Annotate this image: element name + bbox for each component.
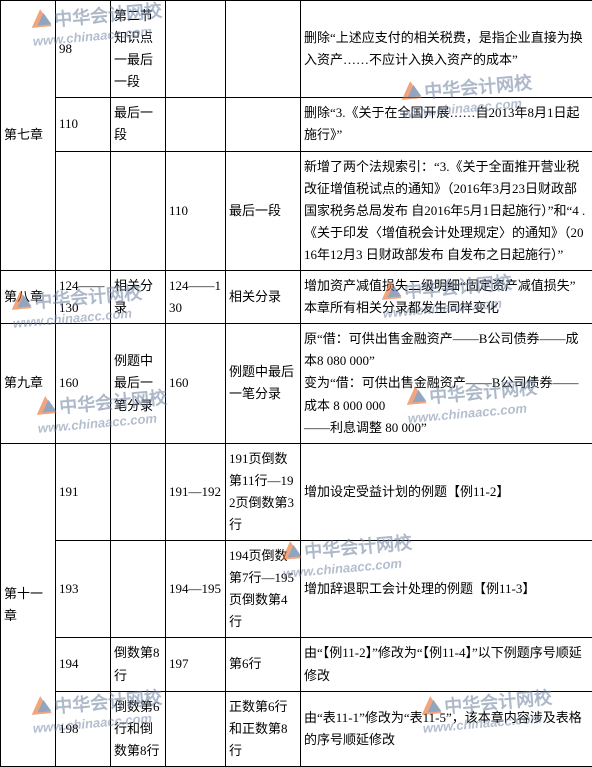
table-cell: 110	[166, 151, 226, 270]
content-table: 第七章98第二节知识点一最后一段 删除“上述应支付的相关税费，是指企业直接为换入资…	[0, 0, 592, 767]
table-cell: 增加资产减值损失二级明细“固定资产减值损失”本章所有相关分录都发生同样变化	[301, 271, 592, 324]
table-cell: 191页倒数第11行—192页倒数第3行	[226, 443, 301, 540]
table-row: 198倒数第6行和倒数第8行 正数第6行和正数第8行由“表11-1”修改为“表11…	[1, 691, 592, 766]
table-cell	[56, 151, 111, 270]
table-row: 第九章160例题中最后一笔分录160例题中最后一笔分录原“借：可供出售金融资产—…	[1, 324, 592, 443]
table-cell	[166, 1, 226, 98]
table-cell: 第八章	[1, 271, 56, 324]
table-cell: 191—192	[166, 443, 226, 540]
table-cell: 由“【例11-2】”修改为“【例11-4】”以下例题序号顺延修改	[301, 638, 592, 691]
table-cell: 第二节知识点一最后一段	[111, 1, 166, 98]
table-row: 194倒数第8行197第6行由“【例11-2】”修改为“【例11-4】”以下例题…	[1, 638, 592, 691]
table-cell	[166, 691, 226, 766]
table-row: 第八章124——130相关分录124——130相关分录增加资产减值损失二级明细“…	[1, 271, 592, 324]
table-row: 第十一章191191—192191页倒数第11行—192页倒数第3行增加设定受益…	[1, 443, 592, 540]
table-cell: 新增了两个法规索引：“3.《关于全面推开营业税改征增值税试点的通知》（2016年…	[301, 151, 592, 270]
table-cell: 160	[56, 324, 111, 443]
table-cell: 增加设定受益计划的例题【例11-2】	[301, 443, 592, 540]
table-cell: 197	[166, 638, 226, 691]
table-cell: 198	[56, 691, 111, 766]
table-cell: 194页倒数第7行—195页倒数第4行	[226, 541, 301, 638]
table-row: 110最后一段 删除“3.《关于在全国开展……自2013年8月1日起施行》”	[1, 98, 592, 151]
table-cell: 194	[56, 638, 111, 691]
table-cell	[111, 151, 166, 270]
table-cell: 最后一段	[226, 151, 301, 270]
table-cell: 98	[56, 1, 111, 98]
table-cell: 124——130	[166, 271, 226, 324]
table-cell	[111, 541, 166, 638]
table-cell: 160	[166, 324, 226, 443]
table-row: 193 194—195194页倒数第7行—195页倒数第4行增加辞退职工会计处理的…	[1, 541, 592, 638]
table-cell: 增加辞退职工会计处理的例题【例11-3】	[301, 541, 592, 638]
table-cell: 191	[56, 443, 111, 540]
table-cell: 相关分录	[111, 271, 166, 324]
table-cell: 124——130	[56, 271, 111, 324]
table-cell: 最后一段	[111, 98, 166, 151]
table-cell: 第6行	[226, 638, 301, 691]
table-cell: 相关分录	[226, 271, 301, 324]
table-cell: 例题中最后一笔分录	[111, 324, 166, 443]
table-cell: 倒数第8行	[111, 638, 166, 691]
table-cell: 原“借：可供出售金融资产——B公司债券——成本8 080 000”变为“借：可供…	[301, 324, 592, 443]
table-cell: 由“表11-1”修改为“表11-5”，该本章内容涉及表格的序号顺延修改	[301, 691, 592, 766]
table-cell: 第十一章	[1, 443, 56, 766]
table-cell	[226, 1, 301, 98]
table-cell: 第九章	[1, 324, 56, 443]
table-cell	[226, 98, 301, 151]
table-row: 110最后一段新增了两个法规索引：“3.《关于全面推开营业税改征增值税试点的通知…	[1, 151, 592, 270]
table-cell: 删除“3.《关于在全国开展……自2013年8月1日起施行》”	[301, 98, 592, 151]
table-cell	[111, 443, 166, 540]
table-cell: 110	[56, 98, 111, 151]
table-cell: 倒数第6行和倒数第8行	[111, 691, 166, 766]
table-cell: 例题中最后一笔分录	[226, 324, 301, 443]
table-cell: 正数第6行和正数第8行	[226, 691, 301, 766]
table-body: 第七章98第二节知识点一最后一段 删除“上述应支付的相关税费，是指企业直接为换入资…	[1, 1, 592, 767]
table-cell: 194—195	[166, 541, 226, 638]
table-cell	[166, 98, 226, 151]
table-cell: 193	[56, 541, 111, 638]
table-cell: 删除“上述应支付的相关税费，是指企业直接为换入资产……不应计入换入资产的成本”	[301, 1, 592, 98]
table-row: 第七章98第二节知识点一最后一段删除“上述应支付的相关税费，是指企业直接为换入资…	[1, 1, 592, 98]
table-cell: 第七章	[1, 1, 56, 271]
